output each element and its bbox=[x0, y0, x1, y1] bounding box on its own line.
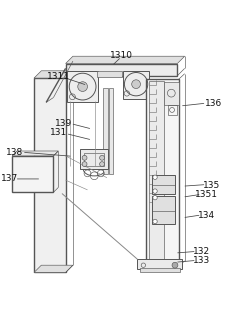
Polygon shape bbox=[34, 265, 73, 272]
Bar bbox=[80, 149, 108, 169]
Circle shape bbox=[153, 175, 157, 179]
Text: 135: 135 bbox=[203, 180, 220, 190]
Text: 133: 133 bbox=[193, 256, 210, 265]
Text: 134: 134 bbox=[198, 211, 215, 220]
Bar bbox=[168, 105, 177, 115]
Bar bbox=[149, 81, 164, 264]
Bar bbox=[152, 196, 175, 224]
Bar bbox=[137, 259, 182, 269]
Bar bbox=[67, 71, 98, 102]
Polygon shape bbox=[34, 78, 66, 272]
Bar bbox=[84, 153, 104, 166]
Bar bbox=[109, 88, 113, 174]
Bar bbox=[123, 71, 149, 99]
Text: 1311: 1311 bbox=[47, 72, 70, 81]
Bar bbox=[103, 88, 108, 174]
Circle shape bbox=[153, 219, 157, 224]
Text: 139: 139 bbox=[55, 119, 72, 128]
Circle shape bbox=[78, 82, 87, 91]
Polygon shape bbox=[12, 151, 58, 156]
Text: 1310: 1310 bbox=[110, 50, 133, 59]
Bar bbox=[140, 268, 180, 272]
Bar bbox=[146, 79, 179, 266]
Text: 131: 131 bbox=[50, 128, 67, 137]
Bar bbox=[152, 175, 175, 194]
Text: 136: 136 bbox=[205, 99, 222, 108]
Text: 1351: 1351 bbox=[195, 190, 218, 199]
Polygon shape bbox=[66, 64, 177, 76]
Circle shape bbox=[100, 155, 104, 160]
Polygon shape bbox=[12, 156, 53, 192]
Polygon shape bbox=[34, 71, 73, 78]
Polygon shape bbox=[66, 56, 185, 64]
Bar bbox=[97, 71, 122, 77]
Text: 137: 137 bbox=[1, 174, 18, 183]
Circle shape bbox=[172, 262, 178, 268]
Text: 138: 138 bbox=[6, 148, 23, 157]
Circle shape bbox=[153, 196, 157, 200]
Circle shape bbox=[82, 162, 87, 167]
Text: 132: 132 bbox=[193, 247, 210, 256]
Circle shape bbox=[153, 189, 157, 193]
Circle shape bbox=[100, 162, 104, 167]
Bar bbox=[164, 82, 179, 105]
Circle shape bbox=[132, 80, 140, 89]
Circle shape bbox=[82, 155, 87, 160]
